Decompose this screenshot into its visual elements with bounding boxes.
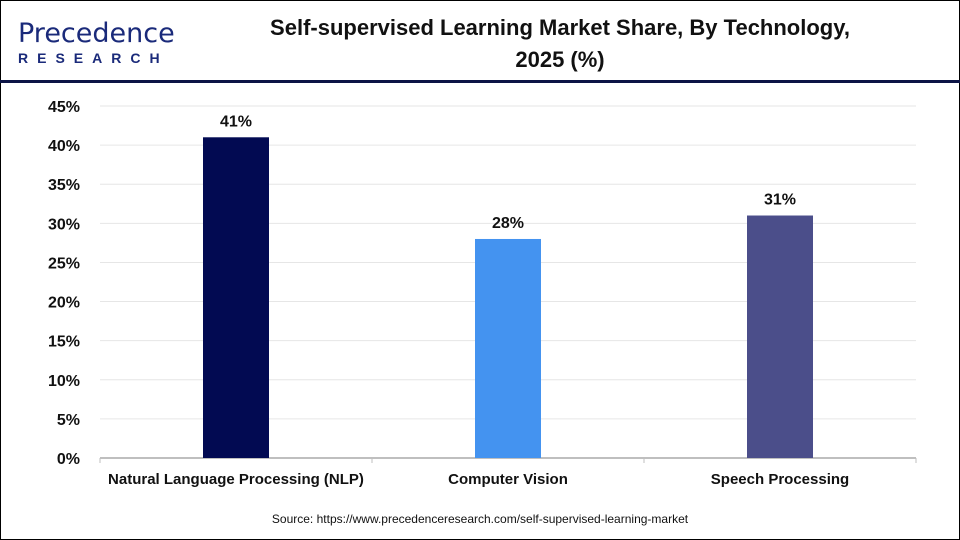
title-line-1: Self-supervised Learning Market Share, B… [270,15,850,40]
source-text: Source: https://www.precedenceresearch.c… [271,512,689,526]
y-tick-label: 20% [48,295,80,312]
bar [475,238,541,458]
bar [747,215,813,458]
logo-sub-text: RESEARCH [18,50,169,66]
y-tick-label: 40% [48,138,80,155]
y-tick-label: 0% [57,451,80,468]
chart-title: Self-supervised Learning Market Share, B… [200,12,920,76]
data-label: 28% [492,215,524,232]
bar [203,137,269,459]
data-label: 31% [764,192,796,209]
y-tick-label: 5% [57,412,80,429]
y-tick-label: 35% [48,177,80,194]
y-tick-label: 30% [48,216,80,233]
data-label: 41% [220,113,252,130]
logo: Precedence RESEARCH [18,18,175,67]
x-tick-label: Natural Language Processing (NLP) [108,471,364,488]
y-tick-label: 25% [48,255,80,272]
x-tick-label: Computer Vision [448,471,568,488]
y-tick-label: 15% [48,334,80,351]
title-line-2: 2025 (%) [515,47,605,72]
y-tick-label: 10% [48,373,80,390]
y-tick-label: 45% [48,99,80,116]
logo-main-text: Precedence [18,18,175,49]
header: Precedence RESEARCH Self-supervised Lear… [0,0,960,83]
x-tick-label: Speech Processing [711,471,849,488]
